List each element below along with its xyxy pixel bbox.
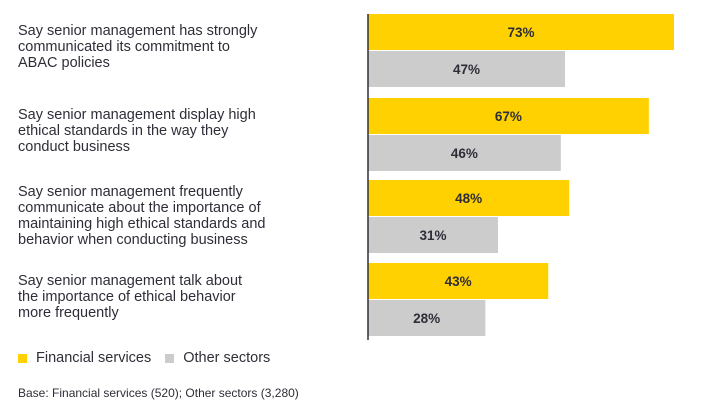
bar-financial-services-1 [368, 14, 674, 50]
bar-other-sectors-1 [368, 51, 566, 87]
bar-financial-services-3 [368, 180, 570, 216]
data-label-other-sectors-1: 47% [453, 62, 480, 77]
category-label-line: Say senior management talk about [18, 273, 243, 289]
category-label-1: Say senior management has strongly commun… [18, 23, 338, 71]
data-label-financial-services-3: 48% [455, 191, 482, 206]
legend-swatch-secondary [165, 353, 175, 363]
category-label-3: Say senior management frequently communic… [18, 184, 338, 248]
data-label-financial-services-2: 67% [495, 109, 522, 124]
category-label-line: behavior when conducting business [18, 232, 248, 248]
category-label-line: the importance of ethical behavior [18, 289, 236, 305]
category-label-line: ABAC policies [18, 55, 110, 71]
category-label-line: ethical standards in the way they [18, 123, 229, 139]
data-label-other-sectors-3: 31% [419, 228, 446, 243]
category-label-line: Say senior management frequently [18, 184, 243, 200]
category-label-line: communicate about the importance of [18, 200, 261, 216]
category-label-2: Say senior management display high ethica… [18, 107, 338, 155]
bar-other-sectors-4 [368, 300, 486, 336]
category-label-line: Say senior management display high [18, 107, 256, 123]
legend-item-primary: Financial services [18, 350, 151, 366]
data-label-financial-services-4: 43% [445, 274, 472, 289]
category-label-line: conduct business [18, 139, 131, 155]
legend-label-primary: Financial services [36, 350, 152, 366]
legend-item-secondary: Other sectors [165, 350, 270, 366]
bar-financial-services-4 [368, 263, 549, 299]
category-label-line: communicated its commitment to [18, 39, 230, 55]
legend: Financial services Other sectors [18, 350, 284, 366]
data-label-other-sectors-2: 46% [451, 146, 478, 161]
category-label-4: Say senior management talk about the impo… [18, 273, 338, 321]
bar-other-sectors-3 [368, 217, 498, 253]
category-label-line: maintaining high ethical standards and [18, 216, 266, 232]
data-label-other-sectors-4: 28% [413, 311, 440, 326]
bar-financial-services-2 [368, 98, 649, 134]
legend-label-secondary: Other sectors [183, 350, 271, 366]
category-label-line: Say senior management has strongly [18, 23, 258, 39]
base-footnote: Base: Financial services (520); Other se… [18, 386, 299, 400]
legend-swatch-primary [18, 353, 27, 363]
data-label-financial-services-1: 73% [507, 25, 534, 40]
bar-other-sectors-2 [368, 135, 561, 171]
category-label-line: more frequently [18, 305, 119, 321]
